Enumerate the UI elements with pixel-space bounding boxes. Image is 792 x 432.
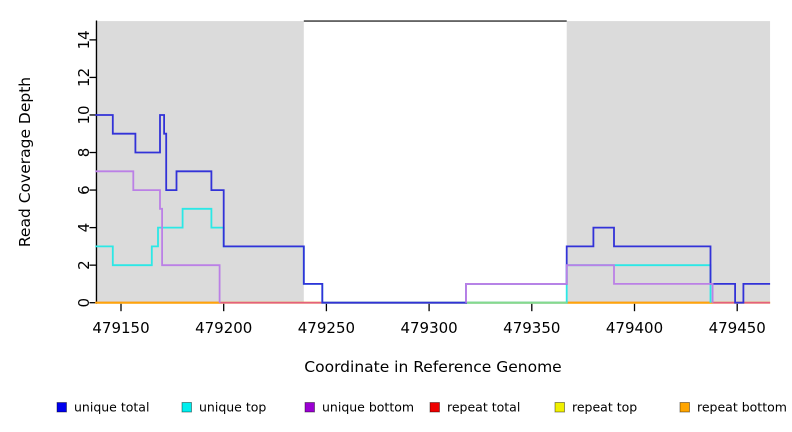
legend-item-repeat-top: repeat top [554, 400, 637, 415]
legend-item-label: unique bottom [322, 400, 414, 415]
y-axis-tick-label: 14 [75, 30, 93, 49]
legend-swatch [56, 402, 67, 413]
x-axis-tick-label: 479150 [92, 319, 149, 337]
y-axis-tick-label: 4 [75, 223, 93, 233]
legend-swatch [181, 402, 192, 413]
y-axis-tick-label: 12 [75, 68, 93, 87]
axes-layer: 0 2 4 6 8 10 12 14 479150 479200 479250 479300 47935… [75, 20, 766, 337]
y-axis-tick-label: 0 [75, 298, 93, 308]
y-axis-tick-label: 10 [75, 105, 93, 124]
y-axis-title: Read Coverage Depth [16, 77, 34, 247]
x-axis-tick-label: 479400 [606, 319, 663, 337]
x-axis-tick-label: 479200 [195, 319, 252, 337]
y-axis-tick-label: 6 [75, 185, 93, 195]
series-unique-total-line [95, 114, 771, 304]
x-axis-tick-label: 479350 [503, 319, 560, 337]
series-layer [95, 114, 771, 304]
repeat-region-shade-1 [95, 21, 304, 304]
legend-item-label: unique total [74, 400, 149, 415]
x-axis-tick-label: 479250 [298, 319, 355, 337]
legend-item-repeat-total: repeat total [429, 400, 520, 415]
legend-item-unique-bottom: unique bottom [304, 400, 414, 415]
legend-swatch [679, 402, 690, 413]
repeat-region-shade-2 [566, 21, 771, 304]
legend-item-label: unique top [199, 400, 266, 415]
y-axis-tick-label: 2 [75, 260, 93, 270]
x-axis-title: Coordinate in Reference Genome [304, 358, 561, 376]
legend-item-repeat-bottom: repeat bottom [679, 400, 787, 415]
legend-item-unique-top: unique top [181, 400, 266, 415]
legend-item-label: repeat total [447, 400, 520, 415]
x-axis-tick-label: 479300 [400, 319, 457, 337]
legend-swatch [554, 402, 565, 413]
legend-swatch [304, 402, 315, 413]
y-axis-tick-label: 8 [75, 148, 93, 158]
shaded-regions-layer [95, 20, 771, 304]
legend-swatch [429, 402, 440, 413]
legend-item-label: repeat top [572, 400, 637, 415]
legend: unique total unique top unique bottom repea… [56, 400, 787, 415]
series-unique-bottom-line [95, 170, 221, 303]
x-axis-tick-label: 479450 [709, 319, 766, 337]
legend-item-unique-total: unique total [56, 400, 149, 415]
series-unique-bottom-line [465, 264, 714, 303]
legend-item-label: repeat bottom [697, 400, 787, 415]
